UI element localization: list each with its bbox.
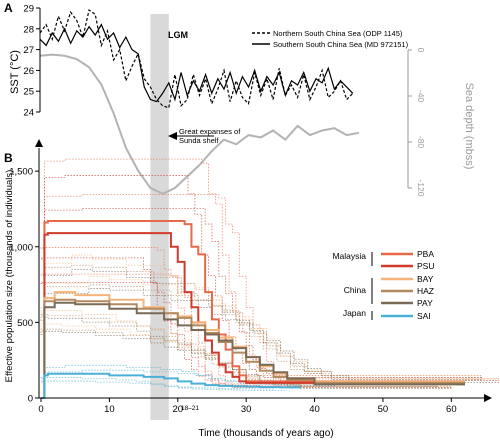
panel-a-legend: Northern South China Sea (ODP 1145) Sout… (252, 29, 409, 49)
replicate-sai-3 (40, 377, 274, 399)
replicate-pay-0 (41, 268, 483, 399)
b-y-tick-label: 1,000 (9, 242, 33, 253)
panel-a: 24 25 26 27 28 29 0 -40 -80 -120 A SST (°C) Sea … (4, 1, 475, 420)
replicate-bay-2 (41, 275, 500, 399)
replicate-pba-0 (41, 158, 483, 399)
panel-b: 0 500 1,000 1,500 0 10 20 30 40 50 60 B Effective … (4, 139, 500, 439)
panel-a-right-label: Sea depth (mbss) (463, 83, 475, 170)
shelf-note-line2: Sunda shelf (179, 136, 220, 145)
legend-region-malaysia: Malaysia (332, 251, 366, 261)
sunda-shelf-annotation: Great expanses of Sunda shelf (168, 127, 241, 145)
legend-south-label: Southern South China Sea (MD 972151) (273, 40, 409, 49)
bootstrap-replicates (40, 158, 500, 399)
b-y-tick-label: 0 (28, 394, 33, 405)
b-x-tick-label: 60 (446, 404, 457, 415)
a-right-tick-label: -80 (416, 136, 426, 149)
y-axis-arrow (35, 139, 43, 147)
panel-a-series (39, 9, 360, 195)
x-axis-arrow (484, 394, 492, 402)
lgm-label: LGM (168, 30, 188, 40)
panel-b-ylabel: Effective population size (thousands of … (4, 170, 15, 383)
b-y-tick-label: 1,500 (9, 167, 33, 178)
replicate-bay-3 (40, 307, 438, 399)
a-y-tick-label: 28 (23, 24, 34, 35)
b-x-tick-label: 0 (38, 404, 43, 415)
panel-a-right-ticks: 0 -40 -80 -120 (408, 48, 426, 197)
legend-north-label: Northern South China Sea (ODP 1145) (273, 29, 403, 38)
legend-label-pay: PAY (417, 298, 433, 308)
panel-b-legend: Malaysia China Japan PBA PSU BAY HAZ PAY… (332, 249, 434, 321)
shelf-arrow-head (168, 132, 177, 140)
series-line-haz (41, 298, 465, 399)
a-series-line-1 (39, 23, 354, 103)
legend-label-psu: PSU (417, 261, 434, 271)
panel-b-label: B (4, 151, 13, 165)
panel-b-ticks: 0 500 1,000 1,500 0 10 20 30 40 50 60 (9, 167, 456, 415)
band-label: 18–21 (181, 405, 199, 412)
b-x-tick-label: 30 (241, 404, 252, 415)
replicate-pay-1 (40, 330, 452, 399)
replicate-pay-2 (41, 288, 500, 399)
replicate-psu-2 (41, 208, 500, 399)
replicate-psu-0 (41, 175, 483, 399)
series-line-sai (41, 372, 301, 399)
a-series-line-0 (39, 9, 354, 109)
panel-b-series (41, 220, 465, 399)
a-right-tick-label: -120 (416, 179, 426, 196)
legend-label-bay: BAY (417, 274, 434, 284)
series-line-pba (41, 220, 465, 399)
a-y-tick-label: 26 (23, 66, 34, 77)
replicate-sai-2 (41, 369, 336, 399)
lgm-band (150, 14, 169, 420)
legend-label-haz: HAZ (417, 286, 434, 296)
shelf-note-line1: Great expanses of (179, 127, 241, 136)
replicate-haz-3 (40, 314, 438, 399)
replicate-haz-0 (41, 264, 483, 399)
series-line-pay (41, 301, 465, 399)
a-right-tick-label: 0 (416, 48, 426, 53)
a-y-tick-label: 27 (23, 45, 34, 56)
legend-label-sai: SAI (417, 311, 431, 321)
legend-region-china: China (344, 285, 366, 295)
legend-region-japan: Japan (343, 308, 366, 318)
a-y-tick-label: 29 (23, 4, 34, 15)
b-x-tick-label: 10 (104, 404, 115, 415)
b-y-tick-label: 500 (17, 318, 33, 329)
panel-a-ylabel: SST (°C) (9, 50, 21, 94)
a-series-line-2 (39, 53, 360, 195)
panel-a-label: A (4, 1, 13, 15)
replicate-bay-0 (41, 254, 483, 399)
b-x-tick-label: 50 (378, 404, 389, 415)
replicate-pba-3 (40, 247, 438, 399)
a-right-tick-label: -40 (416, 90, 426, 103)
replicate-sai-1 (40, 380, 288, 399)
b-x-tick-label: 40 (309, 404, 320, 415)
panel-a-y-ticks: 24 25 26 27 28 29 (23, 4, 40, 119)
a-y-tick-label: 25 (23, 87, 34, 98)
panel-b-xlabel: Time (thousands of years ago) (198, 428, 333, 439)
series-line-bay (41, 291, 465, 399)
legend-label-pba: PBA (417, 249, 434, 259)
a-y-tick-label: 24 (23, 108, 34, 119)
b-x-tick-label: 20 (172, 404, 183, 415)
